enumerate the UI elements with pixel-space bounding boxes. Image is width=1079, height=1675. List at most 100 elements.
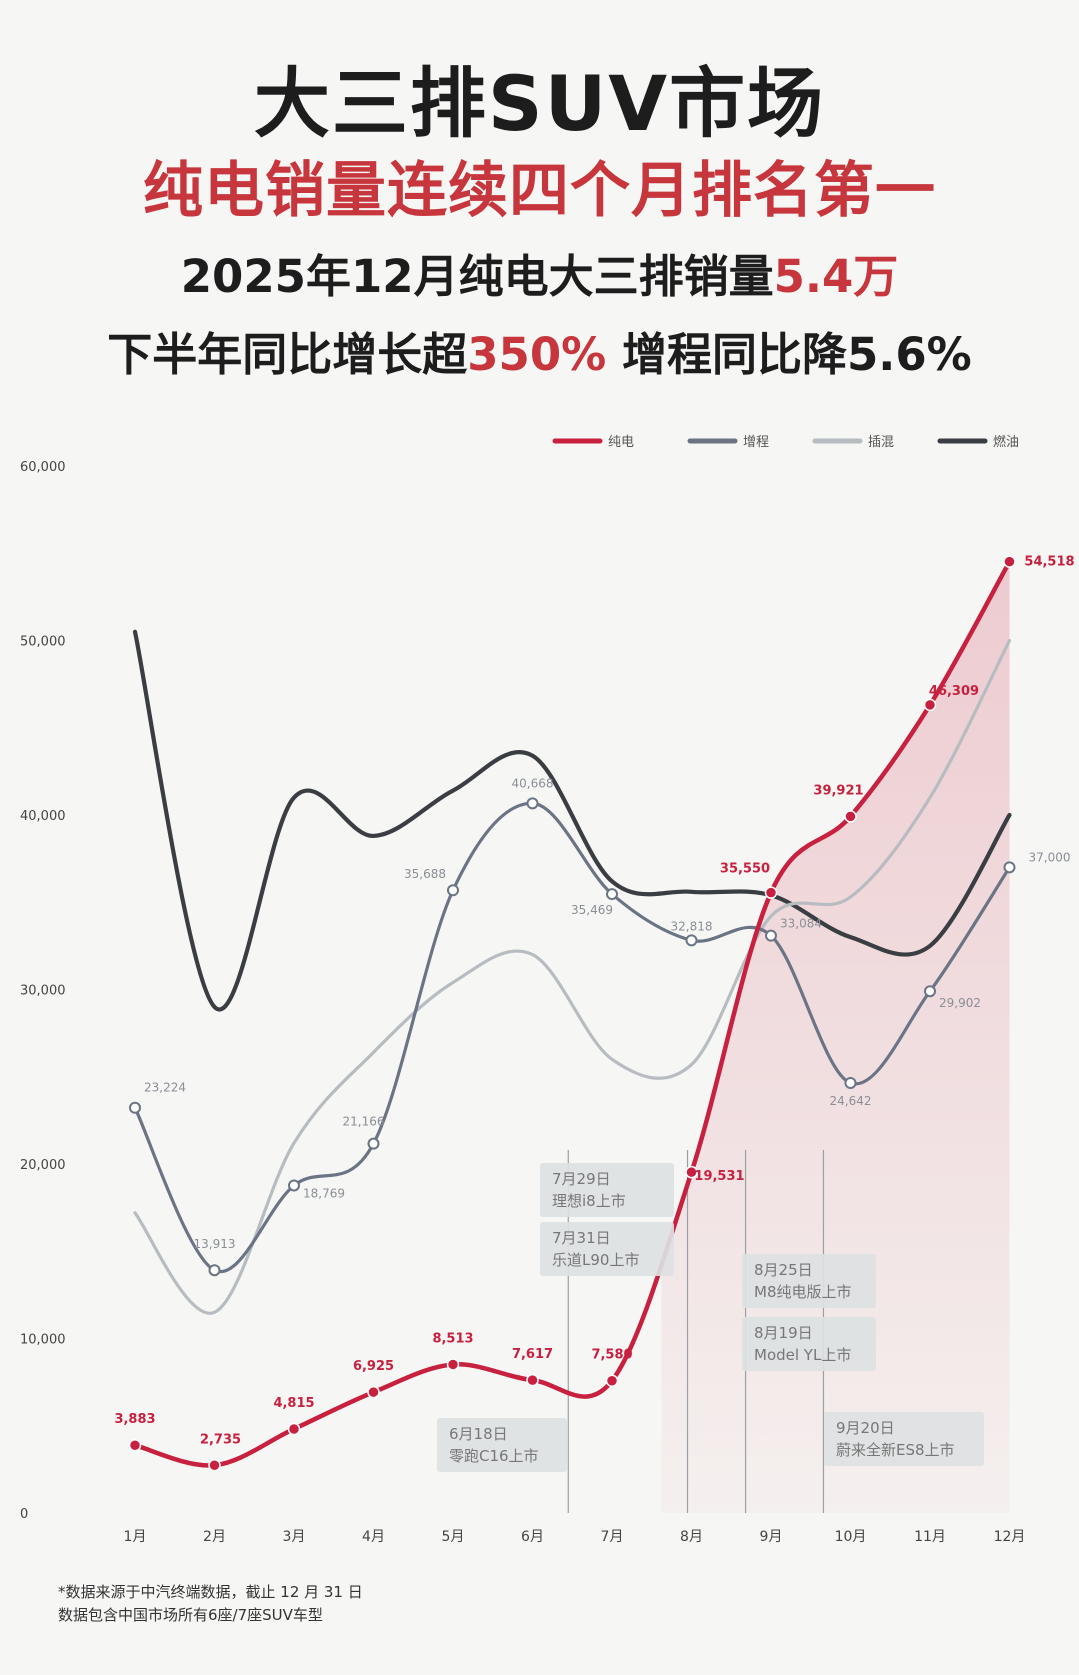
phev-series-line: [133, 638, 1012, 1315]
x-tick-label: 12月: [994, 1529, 1026, 1545]
y-tick-label: 0: [20, 1507, 28, 1522]
legend-label: 增程: [743, 435, 769, 450]
erev-data-label: 35,688: [404, 867, 446, 881]
bev-data-label: 3,883: [114, 1412, 155, 1427]
erev-data-label: 13,913: [194, 1237, 236, 1251]
x-tick-label: 6月: [521, 1529, 544, 1545]
x-tick-label: 11月: [914, 1529, 946, 1545]
bev-data-point: [764, 886, 778, 899]
bev-data-point: [1003, 555, 1016, 568]
bev-data-label: 39,921: [813, 783, 863, 798]
legend-label: 纯电: [608, 435, 634, 450]
erev-data-point: [765, 929, 777, 942]
erev-data-label: 21,166: [343, 1115, 385, 1129]
bev-data-point: [446, 1358, 460, 1371]
x-tick-label: 10月: [835, 1529, 867, 1545]
bev-data-label: 6,925: [353, 1359, 394, 1374]
erev-data-label: 33,084: [780, 917, 822, 931]
legend-item-phev: 插混: [812, 435, 894, 450]
y-tick-label: 50,000: [20, 635, 66, 650]
bev-data-label: 54,518: [1024, 555, 1074, 570]
y-tick-label: 40,000: [20, 809, 66, 824]
footnote-source: *数据来源于中汽终端数据，截止 12 月 31 日: [58, 1583, 363, 1601]
legend-item-ice: 燃油: [937, 434, 1019, 450]
annotation-text: 8月25日: [754, 1261, 813, 1279]
erev-data-point: [288, 1179, 300, 1192]
x-tick-label: 2月: [203, 1529, 226, 1545]
annotation-text: 9月20日: [836, 1419, 895, 1437]
erev-data-label: 29,902: [939, 996, 981, 1010]
erev-data-point: [129, 1101, 141, 1114]
erev-data-point: [208, 1264, 221, 1277]
annotation-box: [824, 1412, 984, 1466]
bev-data-point: [923, 698, 937, 712]
annotation-box: [437, 1418, 567, 1472]
bev-data-point: [367, 1385, 380, 1399]
y-tick-label: 20,000: [20, 1158, 66, 1173]
legend-item-erev: 增程: [687, 435, 769, 450]
headline-sales-text: 2025年12月纯电大三排销量: [180, 250, 774, 303]
bev-data-point: [287, 1422, 301, 1436]
erev-data-label: 23,224: [144, 1081, 186, 1095]
annotation-box: [742, 1254, 876, 1308]
bev-data-label: 4,815: [273, 1396, 314, 1411]
annotation-text: M8纯电版上市: [754, 1283, 852, 1301]
y-tick-label: 10,000: [20, 1333, 66, 1348]
headline-growth-highlight: 350%: [467, 328, 607, 381]
legend-label: 燃油: [993, 434, 1019, 450]
launch-annotation: 8月25日 M8纯电版上市: [742, 1254, 876, 1308]
headline-growth-text: 下半年同比增长超: [107, 328, 468, 381]
page-subtitle: 纯电销量连续四个月排名第一: [143, 156, 936, 226]
erev-data-point: [924, 985, 936, 998]
erev-data-point: [447, 884, 459, 897]
annotation-box: [540, 1222, 674, 1276]
erev-series-line: [133, 801, 1012, 1274]
ice-series-line: [132, 629, 1012, 1012]
erev-data-label: 35,469: [571, 903, 613, 917]
erev-data-label: 24,642: [830, 1094, 872, 1108]
erev-data-point: [685, 934, 698, 947]
x-tick-label: 7月: [601, 1529, 624, 1545]
footnote-scope: 数据包含中国市场所有6座/7座SUV车型: [58, 1606, 323, 1624]
erev-data-label: 32,818: [671, 919, 713, 933]
bev-area-fill: [661, 561, 1010, 1513]
headline-growth: 下半年同比增长超350% 增程同比降5.6%: [0, 318, 1079, 383]
bev-data-label: 19,531: [694, 1169, 744, 1184]
launch-annotation: 8月19日 Model YL上市: [742, 1317, 876, 1371]
x-tick-label: 1月: [124, 1529, 147, 1545]
annotation-text: 蔚来全新ES8上市: [836, 1441, 955, 1459]
x-tick-label: 5月: [442, 1529, 465, 1545]
erev-data-label: 37,000: [1029, 850, 1071, 864]
y-tick-label: 60,000: [20, 460, 66, 475]
x-tick-label: 9月: [760, 1529, 783, 1545]
bev-data-label: 35,550: [720, 862, 770, 877]
legend-label: 插混: [868, 435, 894, 450]
annotation-text: 理想i8上市: [552, 1192, 626, 1210]
bev-data-label: 7,580: [591, 1348, 632, 1363]
erev-data-point: [844, 1076, 857, 1089]
annotation-text: Model YL上市: [754, 1346, 851, 1364]
erev-data-point: [526, 797, 539, 810]
page-title: 大三排SUV市场: [253, 59, 826, 148]
erev-data-point: [367, 1137, 380, 1150]
annotation-box: [540, 1163, 674, 1217]
bev-data-point: [208, 1459, 221, 1472]
bev-data-point: [844, 810, 857, 823]
erev-data-point: [606, 888, 618, 901]
x-tick-label: 8月: [680, 1529, 703, 1545]
headline-growth-suffix: 增程同比降5.6%: [606, 328, 972, 381]
bev-data-label: 7,617: [512, 1347, 553, 1362]
bev-data-point: [605, 1374, 619, 1387]
annotation-text: 乐道L90上市: [552, 1251, 639, 1269]
erev-data-label: 18,769: [303, 1186, 345, 1200]
bev-data-label: 46,309: [929, 684, 979, 699]
bev-data-point: [685, 1165, 698, 1179]
annotation-text: 7月29日: [552, 1170, 611, 1188]
erev-data-label: 40,668: [512, 776, 554, 790]
annotation-text: 7月31日: [552, 1229, 611, 1247]
x-tick-label: 3月: [283, 1529, 306, 1545]
